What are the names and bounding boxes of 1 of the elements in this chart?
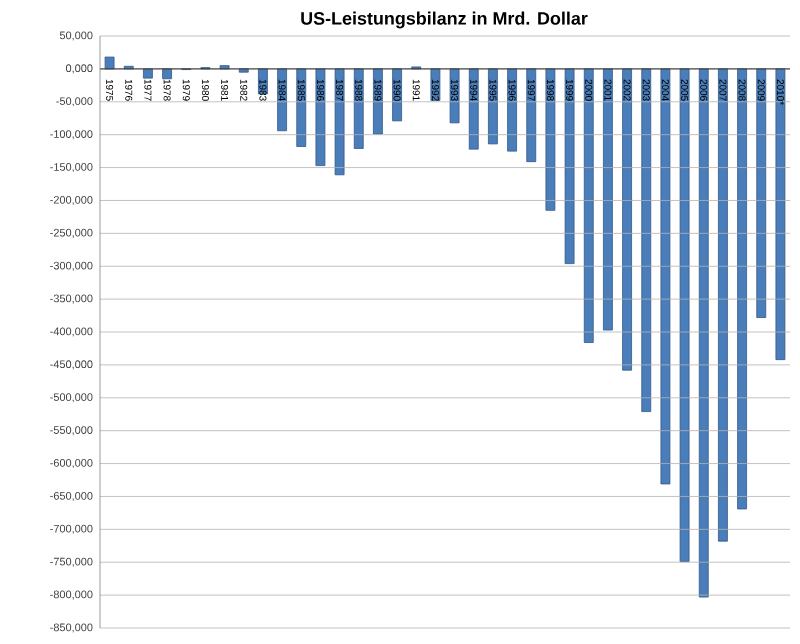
chart-title: US-Leistungsbilanz in Mrd. Dollar: [301, 11, 588, 29]
